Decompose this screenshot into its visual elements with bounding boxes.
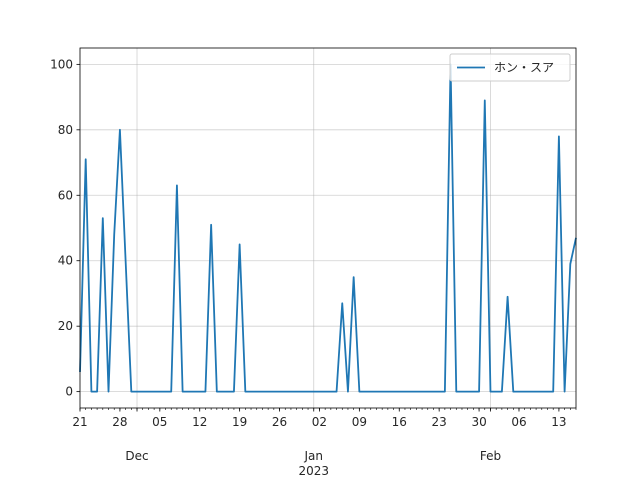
x-tick-label: 23 [432, 415, 447, 429]
y-tick-label: 60 [58, 188, 73, 202]
x-axis: 21 28 05 12 19 26 02 09 16 23 30 06 13 Dec Jan Feb 2023 [72, 408, 577, 478]
x-tick-label: 09 [352, 415, 367, 429]
y-tick-label: 0 [65, 385, 73, 399]
x-month-label: Feb [480, 449, 501, 463]
x-tick-label: 12 [192, 415, 207, 429]
x-tick-label: 05 [152, 415, 167, 429]
x-tick-label: 13 [551, 415, 566, 429]
legend: ホン・スア [449, 53, 571, 82]
x-month-label: Jan [303, 449, 323, 463]
y-tick-label: 20 [58, 319, 73, 333]
plot-frame [79, 47, 577, 409]
x-tick-label: 06 [511, 415, 526, 429]
y-axis: 0 20 40 60 80 100 [50, 57, 80, 399]
plot-area [80, 48, 576, 408]
x-tick-label: 16 [392, 415, 407, 429]
x-month-label: Dec [125, 449, 148, 463]
x-tick-label: 19 [232, 415, 247, 429]
legend-box [449, 53, 571, 82]
y-tick-label: 40 [58, 254, 73, 268]
series-group [79, 63, 577, 393]
x-tick-label: 26 [272, 415, 287, 429]
x-tick-label: 02 [312, 415, 327, 429]
legend-label: ホン・スア [494, 61, 554, 75]
x-tick-label: 21 [72, 415, 87, 429]
x-tick-label: 30 [471, 415, 486, 429]
grid-lines [80, 48, 576, 408]
y-tick-label: 100 [50, 57, 73, 71]
y-tick-label: 80 [58, 123, 73, 137]
x-year-label: 2023 [298, 464, 329, 478]
series-line [79, 63, 577, 393]
x-tick-label: 28 [112, 415, 127, 429]
